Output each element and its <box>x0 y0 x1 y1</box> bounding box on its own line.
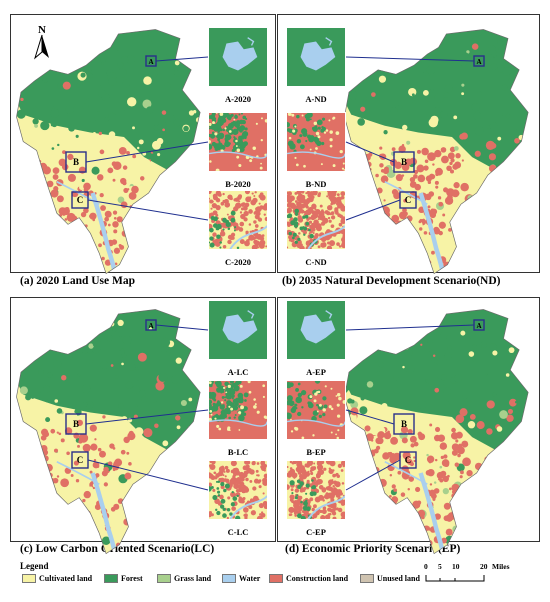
legend-label: Unused land <box>377 573 420 583</box>
inset-B-EP <box>286 380 346 440</box>
leader-line <box>155 324 209 331</box>
inset-label: C-EP <box>306 527 326 537</box>
scale-tick-0: 0 <box>424 562 428 571</box>
scale-unit: Miles <box>492 562 510 571</box>
leader-line <box>345 141 395 163</box>
map-panel-d <box>344 309 529 555</box>
panel-d-title: (d) Economic Priority Scenario(EP) <box>285 543 461 555</box>
inset-label: C-ND <box>305 257 327 267</box>
legend-swatch <box>269 573 283 583</box>
legend-swatch <box>104 573 118 583</box>
scale-tick-20: 20 <box>480 562 488 571</box>
legend-label: Water <box>239 573 261 583</box>
inset-B-2020 <box>208 112 268 172</box>
legend-swatch <box>222 573 236 583</box>
panel-a-title: (a) 2020 Land Use Map <box>20 275 136 287</box>
inset-label: A-2020 <box>225 94 251 104</box>
region-label-C: C <box>77 455 84 465</box>
legend-item-cultivated: Cultivated land <box>22 572 92 584</box>
panel-b-title: (b) 2035 Natural Development Scenario(ND… <box>282 275 501 287</box>
region-box-B <box>65 151 87 173</box>
inset-label: B-EP <box>306 447 326 457</box>
legend-item-water: Water <box>222 572 260 584</box>
legend-label: Cultivated land <box>39 573 93 583</box>
region-box-B <box>393 413 415 435</box>
region-label-C: C <box>77 195 84 205</box>
inset-label: A-ND <box>305 94 327 104</box>
inset-A-ND <box>286 27 346 87</box>
legend-title: Legend <box>20 561 49 571</box>
inset-B-ND <box>286 112 346 172</box>
inset-C-EP <box>286 460 346 520</box>
leader-line <box>85 409 209 425</box>
legend-swatch <box>22 573 36 583</box>
map-panel-b <box>344 29 529 275</box>
legend: Cultivated land Forest Grass land Water … <box>22 572 422 586</box>
region-label-A: A <box>476 58 481 66</box>
region-label-A: A <box>148 322 153 330</box>
region-box-A <box>145 319 157 331</box>
inset-A-EP <box>286 300 346 360</box>
inset-label: A-EP <box>306 367 326 377</box>
inset-label: B-ND <box>305 179 327 189</box>
region-box-C <box>399 451 417 469</box>
region-label-B: B <box>73 157 79 167</box>
legend-item-unused: Unused land <box>360 572 420 584</box>
leader-line <box>345 459 401 491</box>
region-box-B <box>393 151 415 173</box>
inset-label: A-LC <box>227 367 249 377</box>
leader-line <box>345 199 401 221</box>
leader-line <box>87 459 209 491</box>
inset-label: C-2020 <box>225 257 251 267</box>
leader-line <box>87 199 209 221</box>
inset-A-LC <box>208 300 268 360</box>
scale-tick-5: 5 <box>438 562 442 571</box>
north-label: N <box>38 24 46 36</box>
leader-line <box>155 56 209 62</box>
region-box-A <box>473 319 485 331</box>
map-panel-c <box>16 309 201 555</box>
inset-label: B-2020 <box>225 179 251 189</box>
region-box-C <box>71 191 89 209</box>
inset-label: B-LC <box>227 447 249 457</box>
inset-C-LC <box>208 460 268 520</box>
legend-item-forest: Forest <box>104 572 143 584</box>
inset-B-LC <box>208 380 268 440</box>
inset-C-2020 <box>208 190 268 250</box>
region-box-A <box>145 55 157 67</box>
region-label-A: A <box>148 58 153 66</box>
legend-label: Construction land <box>286 573 349 583</box>
region-label-B: B <box>401 419 407 429</box>
inset-C-ND <box>286 190 346 250</box>
scale-tick-10: 10 <box>452 562 460 571</box>
legend-item-grass: Grass land <box>157 572 211 584</box>
region-box-C <box>399 191 417 209</box>
region-label-A: A <box>476 322 481 330</box>
legend-item-construction: Construction land <box>269 572 348 584</box>
region-box-C <box>71 451 89 469</box>
legend-label: Grass land <box>174 573 212 583</box>
leader-line <box>345 56 475 62</box>
north-arrow-icon: N <box>32 22 52 62</box>
legend-swatch <box>360 573 374 583</box>
legend-label: Forest <box>121 573 143 583</box>
legend-swatch <box>157 573 171 583</box>
region-label-B: B <box>73 419 79 429</box>
inset-label: C-LC <box>227 527 249 537</box>
region-box-A <box>473 55 485 67</box>
leader-line <box>345 409 395 425</box>
region-label-B: B <box>401 157 407 167</box>
map-panel-a <box>16 29 201 275</box>
leader-line <box>85 141 209 163</box>
region-label-C: C <box>405 195 412 205</box>
region-label-C: C <box>405 455 412 465</box>
leader-line <box>345 324 475 331</box>
region-box-B <box>65 413 87 435</box>
inset-A-2020 <box>208 27 268 87</box>
panel-c-title: (c) Low Carbon Oriented Scenario(LC) <box>20 543 215 555</box>
scale-bar: 0 5 10 20 Miles <box>422 562 532 592</box>
